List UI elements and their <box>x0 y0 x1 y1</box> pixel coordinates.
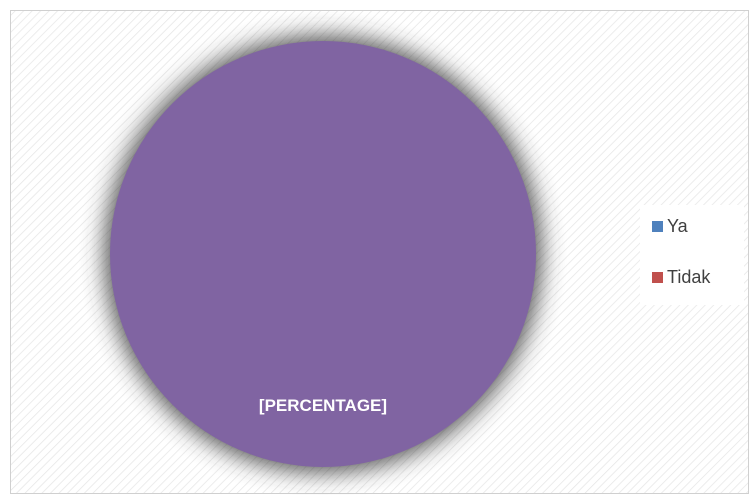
pie-slice <box>110 41 536 467</box>
legend-swatch <box>652 272 663 283</box>
legend-label: Ya <box>667 216 688 236</box>
legend-item: Tidak <box>652 267 710 288</box>
legend: Ya Tidak <box>640 205 744 305</box>
data-label: [PERCENTAGE] <box>258 396 388 415</box>
pie <box>110 41 536 467</box>
legend-item: Ya <box>652 216 688 237</box>
legend-swatch <box>652 221 663 232</box>
legend-label: Tidak <box>667 267 711 287</box>
